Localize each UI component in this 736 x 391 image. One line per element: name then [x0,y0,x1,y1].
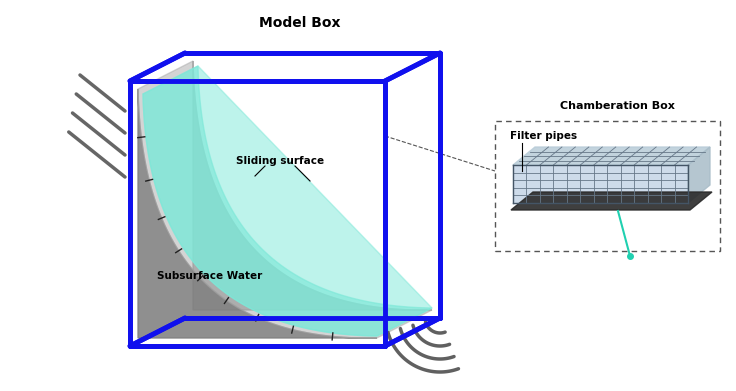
Polygon shape [143,66,432,336]
Polygon shape [511,192,712,210]
Text: Sliding surface: Sliding surface [236,156,324,166]
Text: Subsurface Water: Subsurface Water [158,271,263,281]
Polygon shape [193,61,432,310]
Polygon shape [138,61,432,338]
Polygon shape [143,66,432,336]
Text: Filter pipes: Filter pipes [510,131,577,141]
Polygon shape [513,147,710,165]
Text: Model Box: Model Box [259,16,341,30]
Polygon shape [688,147,710,203]
Polygon shape [138,89,377,338]
Bar [495,121,720,251]
Polygon shape [513,165,688,203]
Text: Chamberation Box: Chamberation Box [560,101,675,111]
